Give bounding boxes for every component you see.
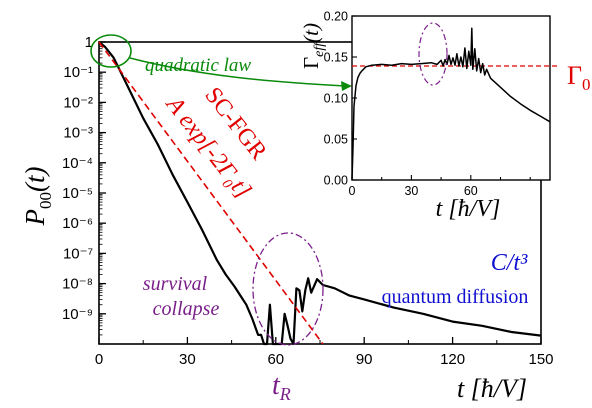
inset-y-ticks: 0.00 0.05 0.10 0.15 0.20 <box>324 10 357 188</box>
gamma0-sub: 0 <box>582 75 591 94</box>
inset-gamma0-label: Γ0 <box>567 61 591 94</box>
annotation-t-r: tR <box>272 370 291 404</box>
main-x-ticks: 0 30 60 90 120 150 <box>95 337 554 368</box>
main-y-tick-label: 10⁻⁵ <box>62 185 93 202</box>
inset-x-ticks: 0 30 60 <box>349 175 531 198</box>
y-label-arg: (t) <box>20 166 50 191</box>
inset-series-gamma-eff <box>351 27 551 181</box>
annotation-quadratic-law: quadratic law <box>145 55 251 76</box>
inset-y-tick-label: 0.05 <box>324 133 348 147</box>
annotation-collapse: collapse <box>153 298 220 320</box>
main-y-ticks: 1 10⁻¹ 10⁻² 10⁻³ 10⁻⁴ 10⁻⁵ 10⁻⁶ 10⁻⁷ 10⁻⁸ 10⁻⁹ <box>62 34 106 336</box>
main-y-tick-label: 10⁻² <box>63 94 93 111</box>
inset-y-label-main: Γ <box>299 57 323 69</box>
main-x-axis-label: t [ħ/V] <box>457 374 527 403</box>
main-y-tick-label: 10⁻⁴ <box>62 155 93 172</box>
y-label-symbol: P <box>20 209 50 227</box>
annotation-power-law: C/t³ <box>491 250 528 276</box>
inset-x-tick-label: 60 <box>464 184 478 198</box>
quadratic-arrow <box>129 57 346 87</box>
quadratic-arrow-head <box>341 81 352 91</box>
main-x-tick-label: 0 <box>95 351 103 368</box>
main-series-fgr-fit <box>98 41 324 345</box>
t-r-sub: R <box>279 384 291 404</box>
inset-y-tick-label: 0.10 <box>324 92 348 106</box>
t-r-main: t <box>272 370 281 401</box>
inset-background <box>352 16 550 180</box>
collapse-ellipse <box>252 232 324 346</box>
inset-series <box>351 27 551 181</box>
inset-y-label-arg: (t) <box>299 23 323 43</box>
inset-peak-ellipse <box>418 22 448 86</box>
annotation-quantum-diffusion: quantum diffusion <box>382 286 529 308</box>
main-x-tick-label: 30 <box>179 351 196 368</box>
inset-y-tick-label: 0.15 <box>324 51 348 65</box>
annotation-survival: survival <box>143 273 208 295</box>
main-x-tick-label: 60 <box>267 351 284 368</box>
main-series-p00 <box>98 41 542 346</box>
inset-y-tick-label: 0.20 <box>324 10 348 24</box>
gamma0-main: Γ <box>567 61 582 90</box>
main-x-tick-label: 150 <box>528 351 553 368</box>
main-y-tick-label: 10⁻⁸ <box>62 276 93 293</box>
main-y-tick-label: 10⁻⁹ <box>62 306 93 323</box>
inset-y-label-sub: eff <box>312 41 327 57</box>
main-x-tick-label: 120 <box>440 351 465 368</box>
inset-y-axis-label: Γeff(t) <box>299 23 327 69</box>
main-y-tick-label: 10⁻⁶ <box>62 215 93 232</box>
quadratic-ellipse <box>90 34 132 68</box>
inset-chart: 0 30 60 0.00 0.05 0.10 0.15 0.20 Γeff(t) t [ħ/… <box>299 10 591 223</box>
inset-x-tick-label: 0 <box>349 184 356 198</box>
main-y-tick-label: 10⁻¹ <box>63 64 93 81</box>
inset-x-axis-label: t [ħ/V] <box>436 196 501 222</box>
main-series <box>98 41 542 346</box>
main-y-tick-label: 10⁻⁷ <box>63 245 93 262</box>
main-y-tick-label: 10⁻³ <box>63 125 93 142</box>
main-x-tick-label: 90 <box>356 351 373 368</box>
main-y-axis-label: P00(t) <box>20 166 55 226</box>
inset-x-tick-label: 30 <box>404 184 418 198</box>
y-label-sub: 00 <box>36 192 55 209</box>
main-y-tick-label: 1 <box>85 34 93 51</box>
inset-y-tick-label: 0.00 <box>324 174 348 188</box>
